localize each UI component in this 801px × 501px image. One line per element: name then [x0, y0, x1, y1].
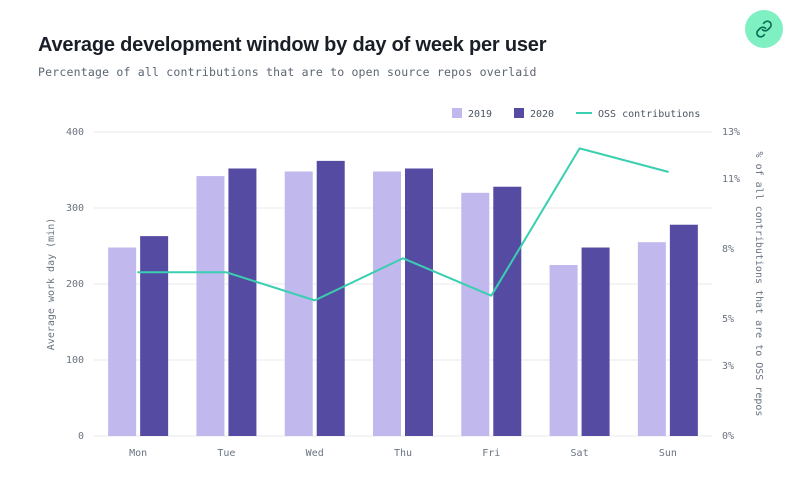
y-left-tick: 100 [66, 355, 84, 366]
link-icon [755, 20, 773, 38]
x-tick: Tue [217, 448, 235, 459]
y-right-label: % of all contributions that are to OSS r… [753, 152, 764, 417]
bar-2020 [140, 236, 168, 436]
x-tick: Sat [571, 448, 589, 459]
y-right-tick: 5% [722, 314, 734, 325]
y-left-tick: 200 [66, 279, 84, 290]
bar-2019 [285, 172, 313, 436]
x-tick: Mon [129, 448, 147, 459]
x-tick: Wed [306, 448, 324, 459]
bar-2020 [228, 168, 256, 436]
bar-2020 [493, 187, 521, 436]
legend-label-oss: OSS contributions [598, 109, 700, 120]
y-left-tick: 300 [66, 203, 84, 214]
x-tick: Thu [394, 448, 412, 459]
bar-2019 [550, 265, 578, 436]
link-icon-badge[interactable] [745, 10, 783, 48]
bar-2019 [373, 172, 401, 436]
y-right-tick: 11% [722, 174, 740, 185]
bar-2019 [461, 193, 489, 436]
bar-2019 [108, 248, 136, 436]
y-left-label: Average work day (min) [46, 218, 57, 350]
chart-subtitle: Percentage of all contributions that are… [38, 65, 801, 79]
bar-2020 [670, 225, 698, 436]
x-tick: Fri [482, 448, 500, 459]
bar-2020 [582, 248, 610, 436]
y-right-tick: 13% [722, 127, 740, 138]
legend: 2019 2020 OSS contributions [452, 108, 700, 120]
chart-container: 0 100 200 300 400 0% 3% 5% 8% 11% 13% Mon Tue Wed Thu F… [38, 100, 768, 480]
x-tick: Sun [659, 448, 677, 459]
y-right-tick: 8% [722, 244, 734, 255]
y-right-tick: 0% [722, 431, 734, 442]
legend-label-2019: 2019 [468, 109, 492, 120]
y-left-tick: 400 [66, 127, 84, 138]
chart-header: Average development window by day of wee… [0, 0, 801, 79]
y-right-tick: 3% [722, 361, 734, 372]
legend-swatch-2019 [452, 108, 462, 118]
bar-2019 [638, 242, 666, 436]
bar-2020 [405, 168, 433, 436]
chart-title: Average development window by day of wee… [38, 34, 801, 57]
chart-svg: 0 100 200 300 400 0% 3% 5% 8% 11% 13% Mon Tue Wed Thu F… [38, 100, 768, 480]
bar-2019 [196, 176, 224, 436]
y-left-tick: 0 [78, 431, 84, 442]
legend-label-2020: 2020 [530, 109, 554, 120]
legend-swatch-2020 [514, 108, 524, 118]
